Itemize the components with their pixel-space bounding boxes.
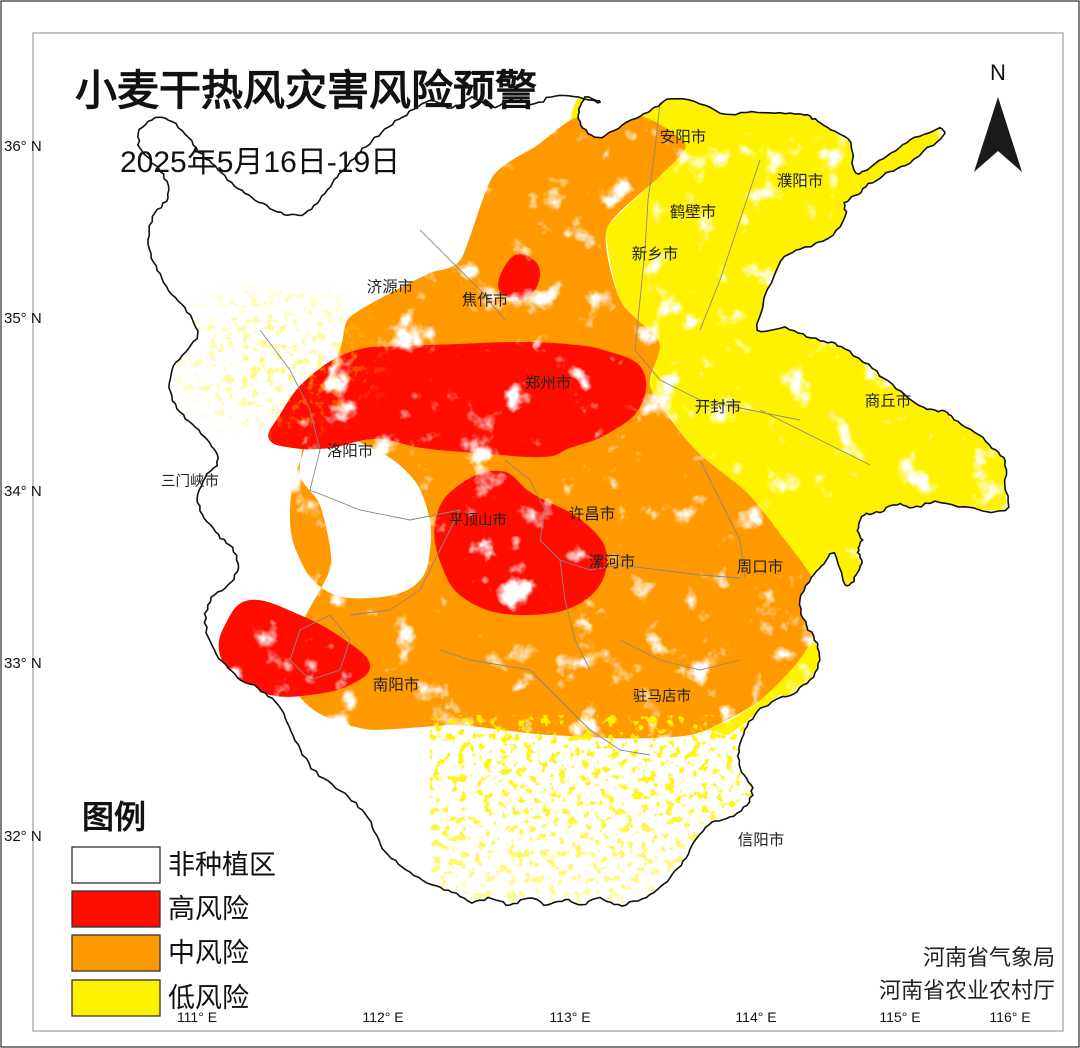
svg-text:信阳市: 信阳市 (738, 831, 785, 849)
svg-text:濮阳市: 濮阳市 (777, 172, 824, 190)
svg-text:鹤壁市: 鹤壁市 (670, 203, 717, 221)
svg-text:34° N: 34° N (4, 483, 42, 500)
svg-text:平顶山市: 平顶山市 (449, 512, 507, 529)
svg-text:低风险: 低风险 (168, 983, 249, 1013)
svg-text:周口市: 周口市 (737, 558, 784, 576)
svg-text:115° E: 115° E (879, 1009, 920, 1025)
svg-text:南阳市: 南阳市 (373, 676, 420, 694)
svg-text:焦作市: 焦作市 (462, 291, 509, 309)
svg-text:开封市: 开封市 (695, 398, 742, 416)
svg-text:小麦干热风灾害风险预警: 小麦干热风灾害风险预警 (75, 67, 537, 114)
svg-text:驻马店市: 驻马店市 (633, 688, 691, 705)
svg-text:漯河市: 漯河市 (589, 553, 636, 571)
svg-text:郑州市: 郑州市 (525, 374, 572, 392)
svg-text:新乡市: 新乡市 (632, 245, 679, 263)
svg-text:112° E: 112° E (362, 1009, 403, 1025)
svg-text:安阳市: 安阳市 (660, 128, 707, 146)
svg-text:32° N: 32° N (4, 828, 42, 845)
svg-text:2025年5月16日-19日: 2025年5月16日-19日 (120, 146, 400, 179)
svg-text:图例: 图例 (82, 799, 146, 835)
svg-text:中风险: 中风险 (168, 938, 249, 968)
svg-text:河南省气象局: 河南省气象局 (923, 945, 1055, 970)
svg-text:高风险: 高风险 (168, 894, 249, 924)
svg-text:114° E: 114° E (735, 1009, 776, 1025)
svg-text:113° E: 113° E (549, 1009, 590, 1025)
svg-text:36° N: 36° N (4, 138, 42, 155)
svg-text:N: N (990, 60, 1006, 85)
svg-text:商丘市: 商丘市 (865, 392, 912, 410)
svg-text:河南省农业农村厅: 河南省农业农村厅 (879, 978, 1055, 1003)
svg-text:济源市: 济源市 (367, 278, 414, 296)
svg-text:许昌市: 许昌市 (569, 505, 616, 523)
svg-text:洛阳市: 洛阳市 (327, 442, 374, 460)
svg-text:33° N: 33° N (4, 655, 42, 672)
svg-text:非种植区: 非种植区 (168, 850, 276, 880)
svg-text:三门峡市: 三门峡市 (161, 473, 219, 490)
svg-text:35° N: 35° N (4, 310, 42, 327)
svg-text:116° E: 116° E (989, 1009, 1030, 1025)
